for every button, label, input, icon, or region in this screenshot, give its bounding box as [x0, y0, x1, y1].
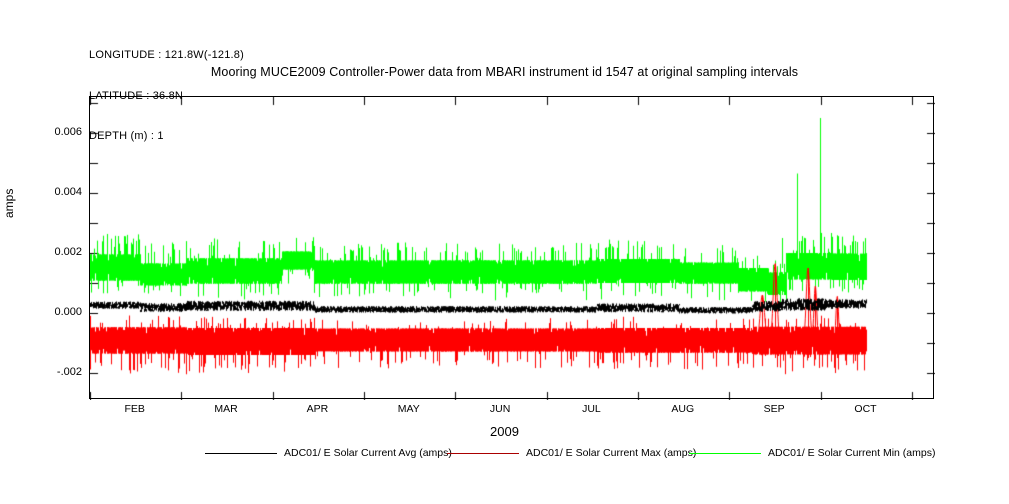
x-tick-label: MAY: [397, 403, 420, 415]
x-tick-label: AUG: [671, 403, 695, 415]
legend-color-swatch: [205, 452, 277, 454]
legend-label: ADC01/ E Solar Current Min (amps): [768, 447, 936, 459]
legend-item: ADC01/ E Solar Current Avg (amps): [205, 447, 452, 459]
legend-label: ADC01/ E Solar Current Avg (amps): [284, 447, 452, 459]
x-tick-label: APR: [306, 403, 329, 415]
legend-item: ADC01/ E Solar Current Min (amps): [689, 447, 935, 459]
y-tick-label: 0.002: [54, 246, 82, 258]
chart-legend: ADC01/ E Solar Current Avg (amps) ADC01/ …: [0, 447, 1009, 467]
x-tick-label: FEB: [124, 403, 145, 415]
plot-area: [89, 96, 935, 400]
chart-title: Mooring MUCE2009 Controller-Power data f…: [210, 65, 799, 79]
longitude-line: LONGITUDE : 121.8W(-121.8): [89, 49, 244, 61]
x-tick-label: SEP: [763, 403, 785, 415]
x-tick-label: MAR: [214, 403, 238, 415]
x-tick-label: JUL: [582, 403, 601, 415]
y-tick-label: -.002: [56, 366, 82, 378]
legend-color-swatch: [689, 452, 761, 454]
legend-item: ADC01/ E Solar Current Max (amps): [447, 447, 696, 459]
legend-label: ADC01/ E Solar Current Max (amps): [526, 447, 697, 459]
y-tick-label: 0.004: [54, 186, 82, 198]
x-axis-label: 2009: [490, 424, 519, 439]
data-traces-canvas: [90, 97, 935, 400]
legend-color-swatch: [447, 452, 519, 454]
y-tick-label: 0.006: [54, 126, 82, 138]
y-tick-label: 0.000: [54, 306, 82, 318]
x-axis-tick-labels: FEB MAR APR MAY JUN JUL AUG SEP OCT: [89, 403, 934, 421]
y-axis-tick-labels: 0.006 0.004 0.002 0.000 -.002: [0, 96, 82, 399]
x-tick-label: OCT: [854, 403, 877, 415]
x-tick-label: JUN: [489, 403, 511, 415]
